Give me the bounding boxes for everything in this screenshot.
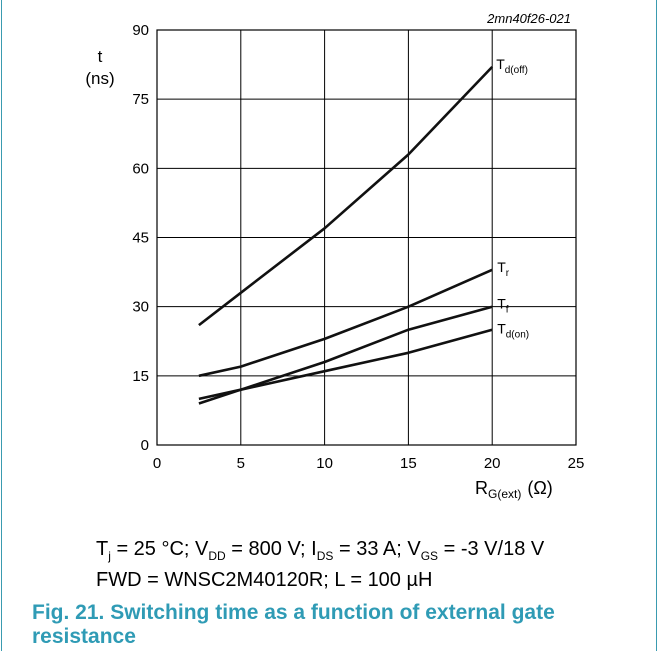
x-tick-label-1: 5 <box>237 455 245 472</box>
condition-subscript-3: GS <box>420 549 439 563</box>
y-tick-label-6: 90 <box>132 22 149 39</box>
series-line-don <box>198 328 493 401</box>
series-label-sub: d(on) <box>506 330 529 341</box>
x-tick-label-4: 20 <box>484 455 501 472</box>
series-label-r: Tr <box>497 259 510 279</box>
figure-caption-text: Switching time as a function of external… <box>32 601 555 648</box>
y-tick-label-2: 30 <box>132 299 149 316</box>
x-axis-label-main: R <box>475 478 488 498</box>
test-conditions-line-1: Tj = 25 °C; VDD = 800 V; IDS = 33 A; VGS… <box>96 537 544 568</box>
y-tick-label-1: 15 <box>132 368 149 385</box>
y-tick-labels: 0 15 30 45 60 75 90 <box>132 22 149 454</box>
condition-subscript-1: DD <box>208 549 226 563</box>
series-label-main: T <box>497 296 506 312</box>
figure-caption: Fig. 21. Switching time as a function of… <box>32 601 632 649</box>
series-label-sub: r <box>506 268 510 279</box>
chart-grid <box>156 29 577 446</box>
condition-text-1: = 25 °C; V <box>110 538 209 560</box>
series-line-f <box>198 305 493 405</box>
x-tick-label-2: 10 <box>316 455 333 472</box>
y-axis-label-unit: (ns) <box>85 69 114 88</box>
series-label-main: T <box>496 56 505 72</box>
series-label-main: T <box>497 321 506 337</box>
x-axis-label-unit: (Ω) <box>527 478 552 498</box>
x-tick-label-0: 0 <box>153 455 161 472</box>
test-conditions-line-2: FWD = WNSC2M40120R; L = 100 µH <box>96 569 433 591</box>
series-label-doff: Td(off) <box>496 56 528 76</box>
test-conditions: Tj = 25 °C; VDD = 800 V; IDS = 33 A; VGS… <box>96 537 544 592</box>
y-tick-label-5: 75 <box>132 91 149 108</box>
series-label-sub: d(off) <box>505 65 528 76</box>
condition-text-0: T <box>96 538 109 560</box>
x-tick-label-3: 15 <box>400 455 417 472</box>
plot-border <box>156 29 577 446</box>
y-tick-label-0: 0 <box>141 437 149 454</box>
y-tick-label-4: 60 <box>132 160 149 177</box>
y-tick-label-3: 45 <box>132 230 149 247</box>
x-axis-label: RG(ext) (Ω) <box>475 478 553 501</box>
condition-subscript-2: DS <box>316 549 334 563</box>
plot-area-border <box>156 29 577 446</box>
series-line-r <box>198 268 493 378</box>
series-label-don: Td(on) <box>497 321 529 341</box>
condition-subscript-0: j <box>108 549 111 563</box>
figure-caption-number: Fig. 21. <box>32 601 105 624</box>
x-tick-labels: 0 5 10 15 20 25 <box>153 455 585 472</box>
series-label-f: Tf <box>497 296 509 316</box>
y-axis-label-t: t <box>98 47 103 66</box>
condition-text-2: = 800 V; I <box>225 538 317 560</box>
x-tick-label-5: 25 <box>568 455 585 472</box>
series-label-sub: f <box>506 305 509 316</box>
series-line-doff <box>198 66 494 327</box>
series-lines <box>198 66 494 405</box>
series-label-main: T <box>497 259 506 275</box>
condition-text-4: = -3 V/18 V <box>438 538 545 560</box>
condition-text-3: = 33 A; V <box>333 538 421 560</box>
x-axis-label-sub: G(ext) <box>488 487 521 501</box>
figure-id-label: 2mn40f26-021 <box>486 11 571 26</box>
